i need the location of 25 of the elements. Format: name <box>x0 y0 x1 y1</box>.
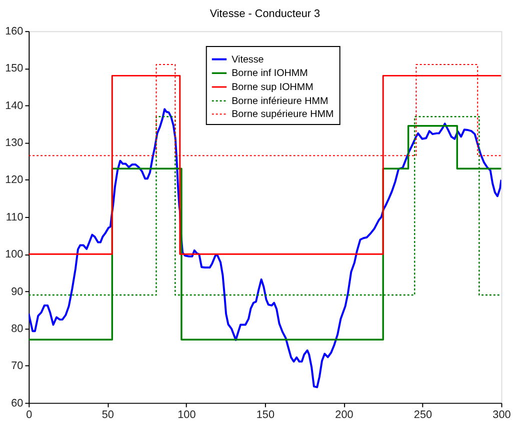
x-tick-label: 50 <box>102 409 114 422</box>
y-tick-label: 100 <box>5 248 24 261</box>
y-tick-label: 90 <box>11 286 24 298</box>
legend-label: Borne inférieure HMM <box>232 96 328 107</box>
y-tick-label: 60 <box>11 397 24 410</box>
x-tick-label: 250 <box>414 409 432 422</box>
y-tick-label: 120 <box>5 174 24 186</box>
x-tick-label: 100 <box>178 409 196 422</box>
legend-label: Borne inf IOHMM <box>232 68 308 80</box>
y-tick-label: 80 <box>11 322 24 335</box>
legend-label: Borne supérieure HMM <box>232 109 334 120</box>
legend-label: Vitesse <box>232 54 264 66</box>
line-series <box>28 108 502 388</box>
y-tick-label: 70 <box>11 360 24 372</box>
chart-title: Vitesse - Conducteur 3 <box>210 8 320 20</box>
x-tick-label: 200 <box>335 409 354 422</box>
x-tick-label: 150 <box>256 409 275 422</box>
x-tick-label: 0 <box>26 409 32 422</box>
x-tick-label: 300 <box>492 409 511 422</box>
y-tick-label: 130 <box>5 137 24 150</box>
y-tick-label: 150 <box>5 62 24 75</box>
y-tick-label: 160 <box>5 26 24 38</box>
y-tick-label: 110 <box>6 211 24 224</box>
legend-label: Borne sup IOHMM <box>232 82 314 93</box>
y-tick-label: 140 <box>5 100 24 112</box>
